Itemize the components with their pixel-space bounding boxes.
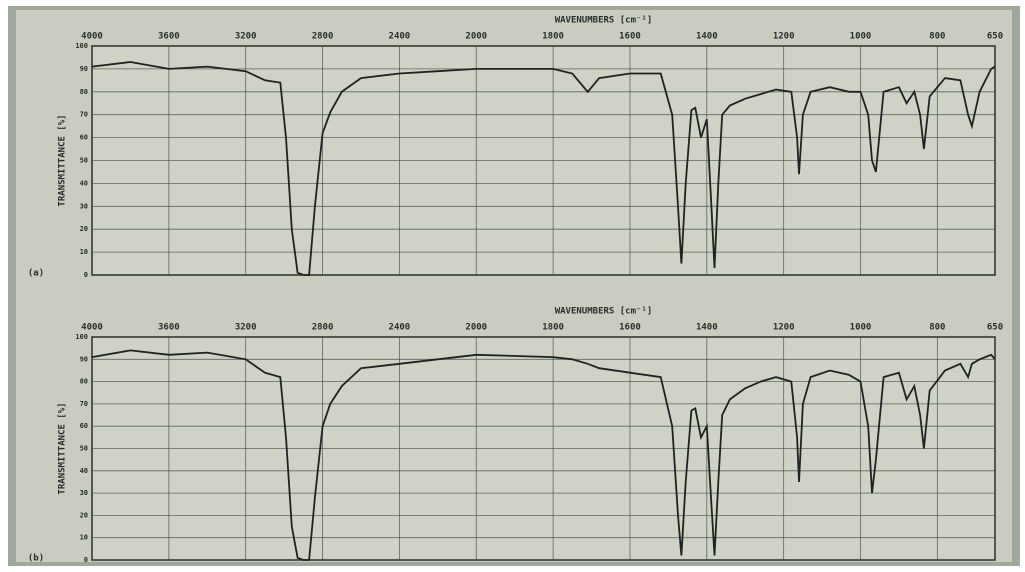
y-tick-label: 70 [80, 400, 88, 408]
y-tick-label: 80 [80, 378, 88, 386]
x-tick-label: 1800 [542, 323, 564, 333]
y-tick-label: 60 [80, 134, 88, 142]
x-axis-title: WAVENUMBERS [cm⁻¹] [555, 16, 653, 26]
y-tick-label: 20 [80, 225, 88, 233]
y-tick-label: 90 [80, 65, 88, 73]
x-tick-label: 1000 [850, 323, 872, 333]
x-tick-label: 1600 [619, 32, 641, 42]
y-tick-label: 0 [84, 556, 88, 564]
y-tick-label: 100 [75, 42, 88, 50]
y-tick-label: 40 [80, 467, 88, 475]
y-tick-label: 10 [80, 534, 88, 542]
panel-label: (a) [28, 269, 44, 279]
y-tick-label: 70 [80, 111, 88, 119]
x-tick-label: 3200 [235, 32, 257, 42]
y-tick-label: 20 [80, 511, 88, 519]
x-tick-label: 2800 [312, 32, 334, 42]
x-tick-label: 3600 [158, 32, 180, 42]
x-tick-label: 1000 [850, 32, 872, 42]
x-tick-label: 650 [987, 32, 1003, 42]
y-tick-label: 30 [80, 489, 88, 497]
y-axis-title: TRANSMITTANCE [%] [58, 402, 68, 494]
y-tick-label: 90 [80, 355, 88, 363]
x-tick-label: 1400 [696, 323, 718, 333]
y-tick-label: 0 [84, 271, 88, 279]
x-tick-label: 2800 [312, 323, 334, 333]
y-tick-label: 10 [80, 248, 88, 256]
spectrum-line [91, 61, 996, 276]
x-tick-label: 2400 [389, 323, 411, 333]
x-tick-label: 1400 [696, 32, 718, 42]
y-tick-label: 50 [80, 445, 88, 453]
x-tick-label: 4000 [81, 32, 103, 42]
x-tick-label: 650 [987, 323, 1003, 333]
x-tick-label: 4000 [81, 323, 103, 333]
y-tick-label: 40 [80, 179, 88, 187]
x-tick-label: 800 [929, 32, 945, 42]
y-tick-label: 80 [80, 88, 88, 96]
x-axis-title: WAVENUMBERS [cm⁻¹] [555, 307, 653, 317]
x-tick-label: 2000 [465, 323, 487, 333]
y-tick-label: 50 [80, 157, 88, 165]
x-tick-label: 3600 [158, 323, 180, 333]
x-tick-label: 2400 [389, 32, 411, 42]
x-tick-label: 1800 [542, 32, 564, 42]
y-axis-title: TRANSMITTANCE [%] [58, 114, 68, 206]
spectrum-line [91, 349, 996, 561]
x-tick-label: 2000 [465, 32, 487, 42]
x-tick-label: 3200 [235, 323, 257, 333]
x-tick-label: 1200 [773, 32, 795, 42]
y-tick-label: 30 [80, 202, 88, 210]
x-tick-label: 800 [929, 323, 945, 333]
y-tick-label: 100 [75, 333, 88, 341]
x-tick-label: 1200 [773, 323, 795, 333]
y-tick-label: 60 [80, 422, 88, 430]
x-tick-label: 1600 [619, 323, 641, 333]
panel-label: (b) [28, 554, 44, 564]
